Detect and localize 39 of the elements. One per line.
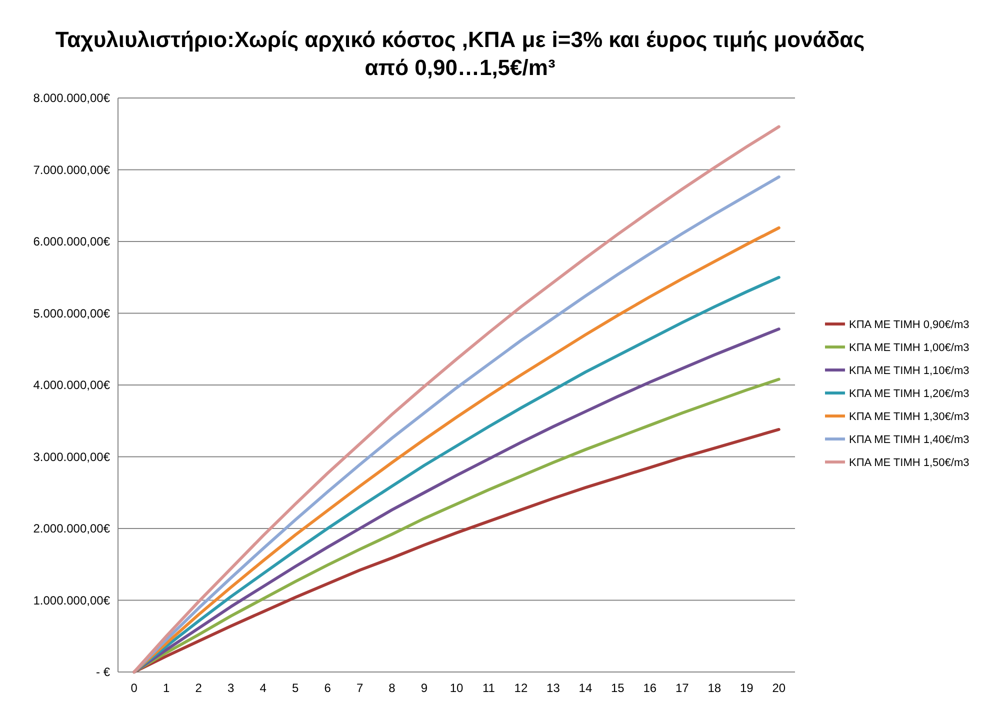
x-tick-label: 20: [772, 681, 786, 695]
x-tick-label: 10: [450, 681, 464, 695]
y-tick-label: 4.000.000,00€: [33, 378, 110, 392]
x-tick-label: 13: [546, 681, 560, 695]
legend-label: ΚΠΑ ΜΕ ΤΙΜΗ 1,40€/m3: [849, 434, 970, 446]
y-tick-label: 5.000.000,00€: [33, 306, 110, 320]
y-tick-label: 1.000.000,00€: [33, 593, 110, 608]
y-tick-label: 2.000.000,00€: [33, 522, 110, 536]
legend-label: ΚΠΑ ΜΕ ΤΙΜΗ 1,30€/m3: [849, 410, 970, 423]
x-tick-label: 17: [675, 681, 690, 695]
x-tick-label: 5: [292, 681, 299, 695]
x-tick-label: 9: [420, 681, 428, 695]
x-tick-label: 7: [356, 681, 364, 695]
x-tick-label: 19: [740, 681, 754, 695]
legend-label: ΚΠΑ ΜΕ ΤΙΜΗ 0,90€/m3: [849, 318, 970, 331]
y-tick-label: 8.000.000,00€: [33, 91, 110, 106]
y-tick-label: 6.000.000,00€: [33, 234, 110, 249]
y-tick-label: - €: [96, 665, 110, 680]
x-tick-label: 1: [163, 681, 170, 695]
x-tick-label: 11: [482, 681, 496, 695]
x-tick-label: 3: [227, 681, 234, 695]
y-tick-label: 3.000.000,00€: [33, 450, 110, 464]
x-tick-label: 16: [643, 681, 657, 695]
x-tick-label: 0: [130, 681, 138, 695]
legend-label: ΚΠΑ ΜΕ ΤΙΜΗ 1,00€/m3: [849, 342, 970, 354]
legend-label: ΚΠΑ ΜΕ ΤΙΜΗ 1,20€/m3: [849, 388, 970, 400]
x-tick-label: 6: [324, 681, 332, 695]
y-tick-label: 7.000.000,00€: [33, 162, 110, 177]
x-tick-label: 12: [514, 681, 528, 695]
x-tick-label: 14: [578, 681, 592, 695]
x-tick-label: 8: [388, 681, 396, 695]
x-tick-label: 2: [195, 681, 202, 695]
x-tick-label: 4: [260, 681, 267, 695]
chart-title: Ταχυλιυλιστήριο:Χωρίς αρχικό κόστος ,ΚΠΑ με i=3% και έυρος τιμής μονάδας από 0,90…1,5€/m³: [55, 27, 865, 80]
x-tick-label: 15: [611, 681, 625, 695]
x-tick-label: 18: [708, 681, 722, 695]
legend-label: ΚΠΑ ΜΕ ΤΙΜΗ 1,50€/m3: [849, 456, 970, 469]
legend-label: ΚΠΑ ΜΕ ΤΙΜΗ 1,10€/m3: [849, 364, 970, 377]
line-series: [132, 428, 780, 674]
